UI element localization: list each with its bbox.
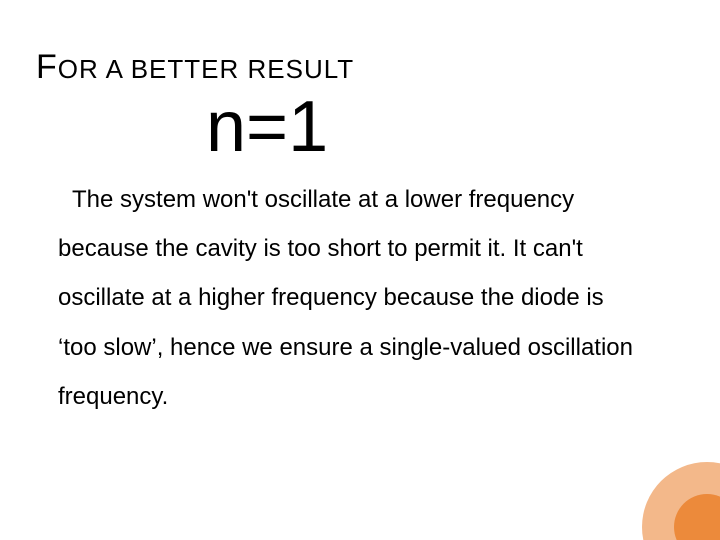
slide-title: FOR A BETTER RESULT	[36, 48, 684, 87]
decoration-inner-circle	[674, 494, 720, 540]
slide: FOR A BETTER RESULT n=1 The system won't…	[0, 0, 720, 540]
equation: n=1	[206, 91, 684, 163]
body-text: The system won't oscillate at a lower fr…	[58, 175, 644, 421]
title-rest: OR A BETTER RESULT	[58, 54, 354, 84]
corner-decoration	[630, 450, 720, 540]
decoration-outer-circle	[642, 462, 720, 540]
title-first-letter: F	[36, 48, 58, 86]
